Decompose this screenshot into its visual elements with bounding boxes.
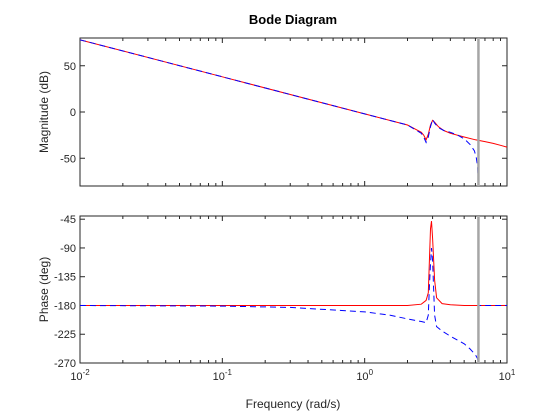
- y-tick-label: -45: [60, 214, 76, 226]
- y-tick-label: -135: [54, 272, 76, 284]
- x-tick-label: 10-2: [70, 368, 90, 383]
- phase-series-red: [80, 221, 507, 306]
- y-tick-label: -180: [54, 300, 76, 312]
- magnitude-panel: 50 0 -50 Magnitude (dB): [37, 37, 508, 187]
- chart-title: Bode Diagram: [249, 12, 337, 27]
- phase-y-axis-label: Phase (deg): [37, 257, 51, 322]
- magnitude-axes-box: [79, 37, 508, 187]
- y-tick-label: -270: [54, 358, 76, 370]
- phase-series-blue: [80, 247, 507, 362]
- y-tick-label: 0: [70, 107, 76, 119]
- phase-lines: [80, 221, 507, 362]
- phase-panel: -45 -90 -135 -180 -225 -270 Phase (deg): [37, 214, 508, 370]
- x-tick-label: 100: [356, 368, 373, 383]
- y-tick-label: 50: [64, 61, 76, 73]
- x-axis-label: Frequency (rad/s): [246, 397, 341, 411]
- y-tick-label: -90: [60, 243, 76, 255]
- phase-axes-box: [79, 215, 508, 364]
- magnitude-y-axis-label: Magnitude (dB): [37, 71, 51, 153]
- x-tick-label: 10-1: [213, 368, 233, 383]
- y-tick-label: -50: [60, 153, 76, 165]
- magnitude-lines: [80, 39, 507, 185]
- y-tick-label: -225: [54, 329, 76, 341]
- x-tick-label: 101: [499, 368, 516, 383]
